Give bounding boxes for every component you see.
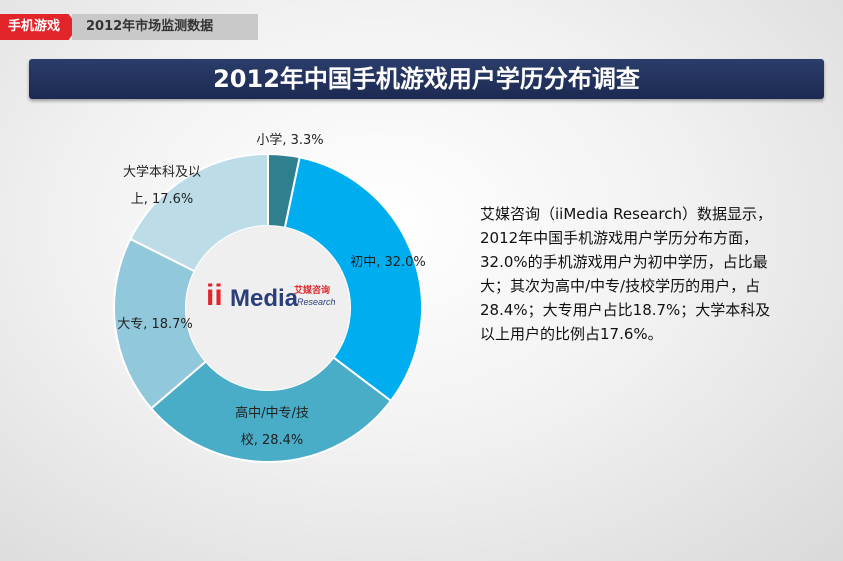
slice-label-2: 初中, 32.0%: [350, 255, 426, 270]
breadcrumb[interactable]: 2012年市场监测数据: [72, 14, 258, 40]
slice-label-5: 大学本科及以上, 17.6%: [123, 164, 201, 207]
top-bar: 手机游戏 2012年市场监测数据: [0, 14, 260, 40]
page-title: 2012年中国手机游戏用户学历分布调查: [29, 59, 824, 99]
description-text: 艾媒咨询（iiMedia Research）数据显示，2012年中国手机游戏用户…: [480, 205, 772, 343]
slice-label-4: 大专, 18.7%: [117, 317, 193, 332]
section-tag[interactable]: 手机游戏: [0, 14, 78, 40]
donut-hole: [186, 226, 350, 390]
logo-ii: ii: [206, 279, 223, 312]
slice-label-1: 小学, 3.3%: [256, 132, 323, 148]
logo-cn: 艾媒咨询: [294, 286, 331, 296]
iimedia-logo: ii Media 艾媒咨询 Research: [206, 275, 336, 325]
logo-media: Media: [230, 285, 299, 312]
slice-label-3: 高中/中专/技校, 28.4%: [235, 405, 309, 448]
logo-research: Research: [297, 297, 336, 307]
